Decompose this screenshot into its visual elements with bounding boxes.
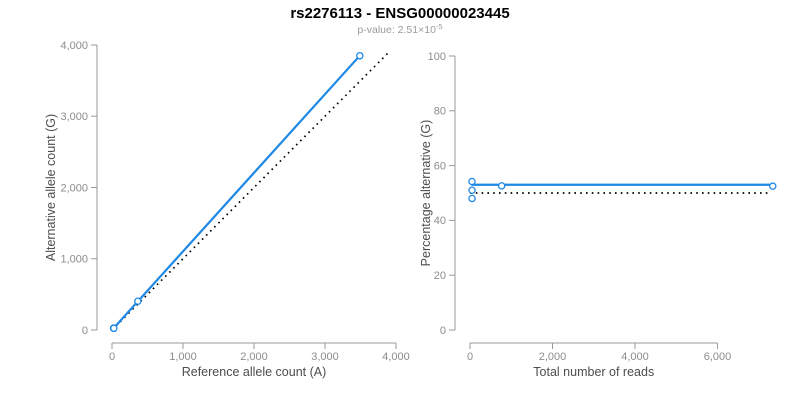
data-point bbox=[497, 182, 506, 190]
x-tick-label: 0 bbox=[467, 351, 473, 363]
data-point bbox=[769, 182, 777, 190]
x-tick-label: 6,000 bbox=[704, 351, 732, 363]
y-tick-label: 3,000 bbox=[60, 111, 88, 123]
y-tick-label: 1,000 bbox=[60, 254, 88, 266]
x-tick-label: 2,000 bbox=[240, 351, 268, 363]
data-points bbox=[109, 51, 364, 333]
data-point bbox=[468, 177, 476, 186]
data-point bbox=[110, 324, 118, 333]
reference-dotted-line bbox=[111, 51, 390, 331]
y-tick-label: 60 bbox=[434, 160, 446, 172]
y-axis-title: Percentage alternative (G) bbox=[419, 120, 433, 267]
x-tick-label: 0 bbox=[109, 351, 115, 363]
y-axis: 0 1,000 2,000 3,000 4,000 bbox=[60, 40, 98, 337]
percentage-alternative-chart: 0 20 40 60 80 100 0 2,000 4,000 6,000 Total number… bbox=[419, 51, 777, 379]
y-axis: 0 20 40 60 80 100 bbox=[428, 51, 456, 337]
data-point bbox=[134, 297, 142, 305]
p-value-text: p-value: 2.51×10 bbox=[357, 24, 436, 36]
y-tick-label: 2,000 bbox=[60, 182, 88, 194]
x-tick-label: 3,000 bbox=[311, 351, 339, 363]
data-point bbox=[468, 194, 476, 203]
y-tick-label: 20 bbox=[434, 270, 446, 282]
page-title: rs2276113 - ENSG00000023445 bbox=[290, 5, 509, 22]
p-value-exponent: -5 bbox=[436, 22, 443, 31]
x-tick-label: 4,000 bbox=[621, 351, 649, 363]
data-point bbox=[468, 186, 476, 195]
y-tick-label: 4,000 bbox=[60, 40, 88, 52]
y-tick-label: 0 bbox=[440, 325, 446, 337]
x-axis: 0 1,000 2,000 3,000 4,000 bbox=[109, 342, 410, 363]
fit-line bbox=[110, 54, 361, 332]
y-tick-label: 80 bbox=[434, 106, 446, 118]
y-tick-label: 40 bbox=[434, 215, 446, 227]
x-axis: 0 2,000 4,000 6,000 bbox=[467, 342, 732, 363]
p-value-subtitle: p-value: 2.51×10-5 bbox=[357, 22, 442, 36]
y-tick-label: 0 bbox=[82, 325, 88, 337]
x-axis-title: Reference allele count (A) bbox=[182, 365, 327, 379]
x-tick-label: 2,000 bbox=[539, 351, 567, 363]
y-tick-label: 100 bbox=[428, 51, 446, 63]
y-axis-title: Alternative allele count (G) bbox=[44, 114, 58, 261]
data-point bbox=[356, 51, 364, 60]
x-tick-label: 4,000 bbox=[382, 351, 410, 363]
data-points bbox=[468, 177, 777, 203]
x-axis-title: Total number of reads bbox=[533, 365, 654, 379]
x-tick-label: 1,000 bbox=[169, 351, 197, 363]
allele-count-chart: 0 1,000 2,000 3,000 4,000 0 1,000 2,000 3,000 4,0… bbox=[44, 40, 410, 379]
